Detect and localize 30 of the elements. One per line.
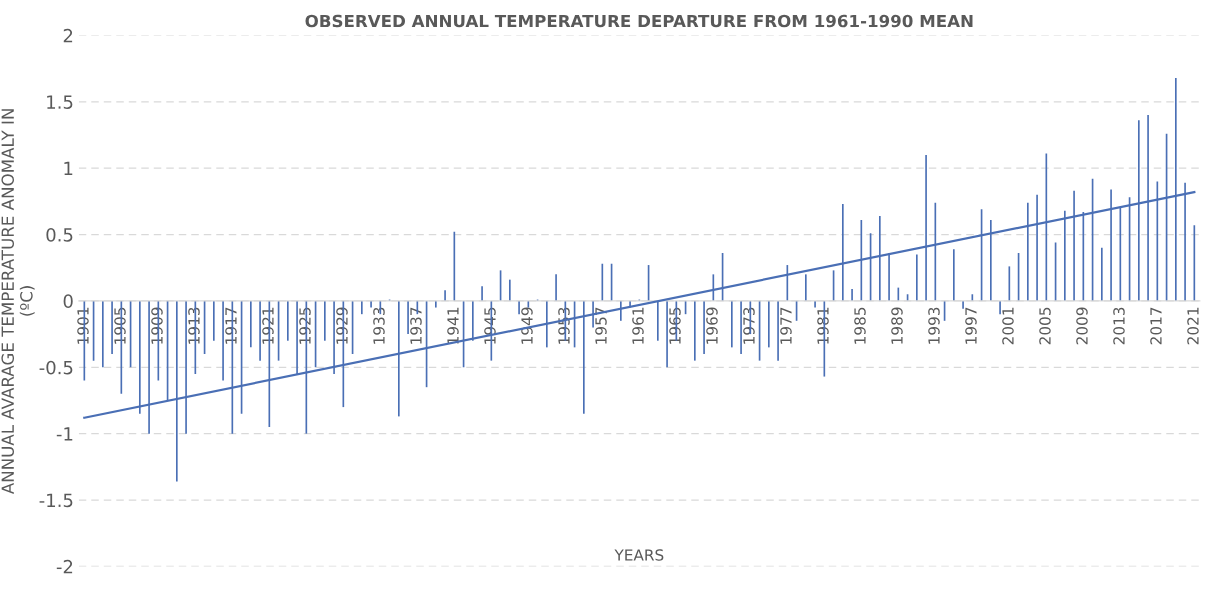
x-tick-label: 1941 xyxy=(447,307,459,344)
y-tick-label: -1.5 xyxy=(39,493,73,508)
x-tick-label: 2009 xyxy=(1076,307,1088,345)
y-tick-label: -2 xyxy=(56,559,73,574)
x-tick-label: 1933 xyxy=(373,307,385,344)
x-tick-label: 2021 xyxy=(1187,307,1199,345)
y-tick-label: 2 xyxy=(63,28,73,43)
y-tick-label: -1 xyxy=(56,427,73,441)
x-tick-label: 2013 xyxy=(1113,307,1125,345)
y-tick-label: 0 xyxy=(63,294,73,309)
x-tick-label: 1969 xyxy=(706,307,718,344)
x-tick-label: 2017 xyxy=(1150,307,1162,345)
x-tick-label: 1977 xyxy=(780,307,792,344)
x-tick-label: 1989 xyxy=(891,307,903,344)
x-tick-label: 2001 xyxy=(1002,307,1014,345)
x-tick-label: 1961 xyxy=(632,307,644,344)
x-tick-label: 1997 xyxy=(965,307,977,344)
x-axis-title: YEARS xyxy=(614,549,664,561)
chart-title: OBSERVED ANNUAL TEMPERATURE DEPARTURE FROM 1961-1990 MEAN xyxy=(305,14,973,28)
x-tick-label: 1985 xyxy=(854,307,866,344)
y-tick-label: 1 xyxy=(64,161,73,176)
x-tick-label: 1937 xyxy=(410,307,422,344)
x-tick-label: 1957 xyxy=(595,307,607,344)
y-axis-title: ANNUAL AVARAGE TEMPERATURE ANOMALY IN (ºC) xyxy=(1,109,35,495)
y-tick-label: -0.5 xyxy=(39,360,73,375)
x-tick-label: 1993 xyxy=(928,307,940,344)
x-tick-label: 1973 xyxy=(743,307,755,344)
y-tick-label: 0.5 xyxy=(46,227,73,242)
y-tick-label: 1.5 xyxy=(47,95,73,109)
x-tick-label: 2005 xyxy=(1039,307,1051,345)
